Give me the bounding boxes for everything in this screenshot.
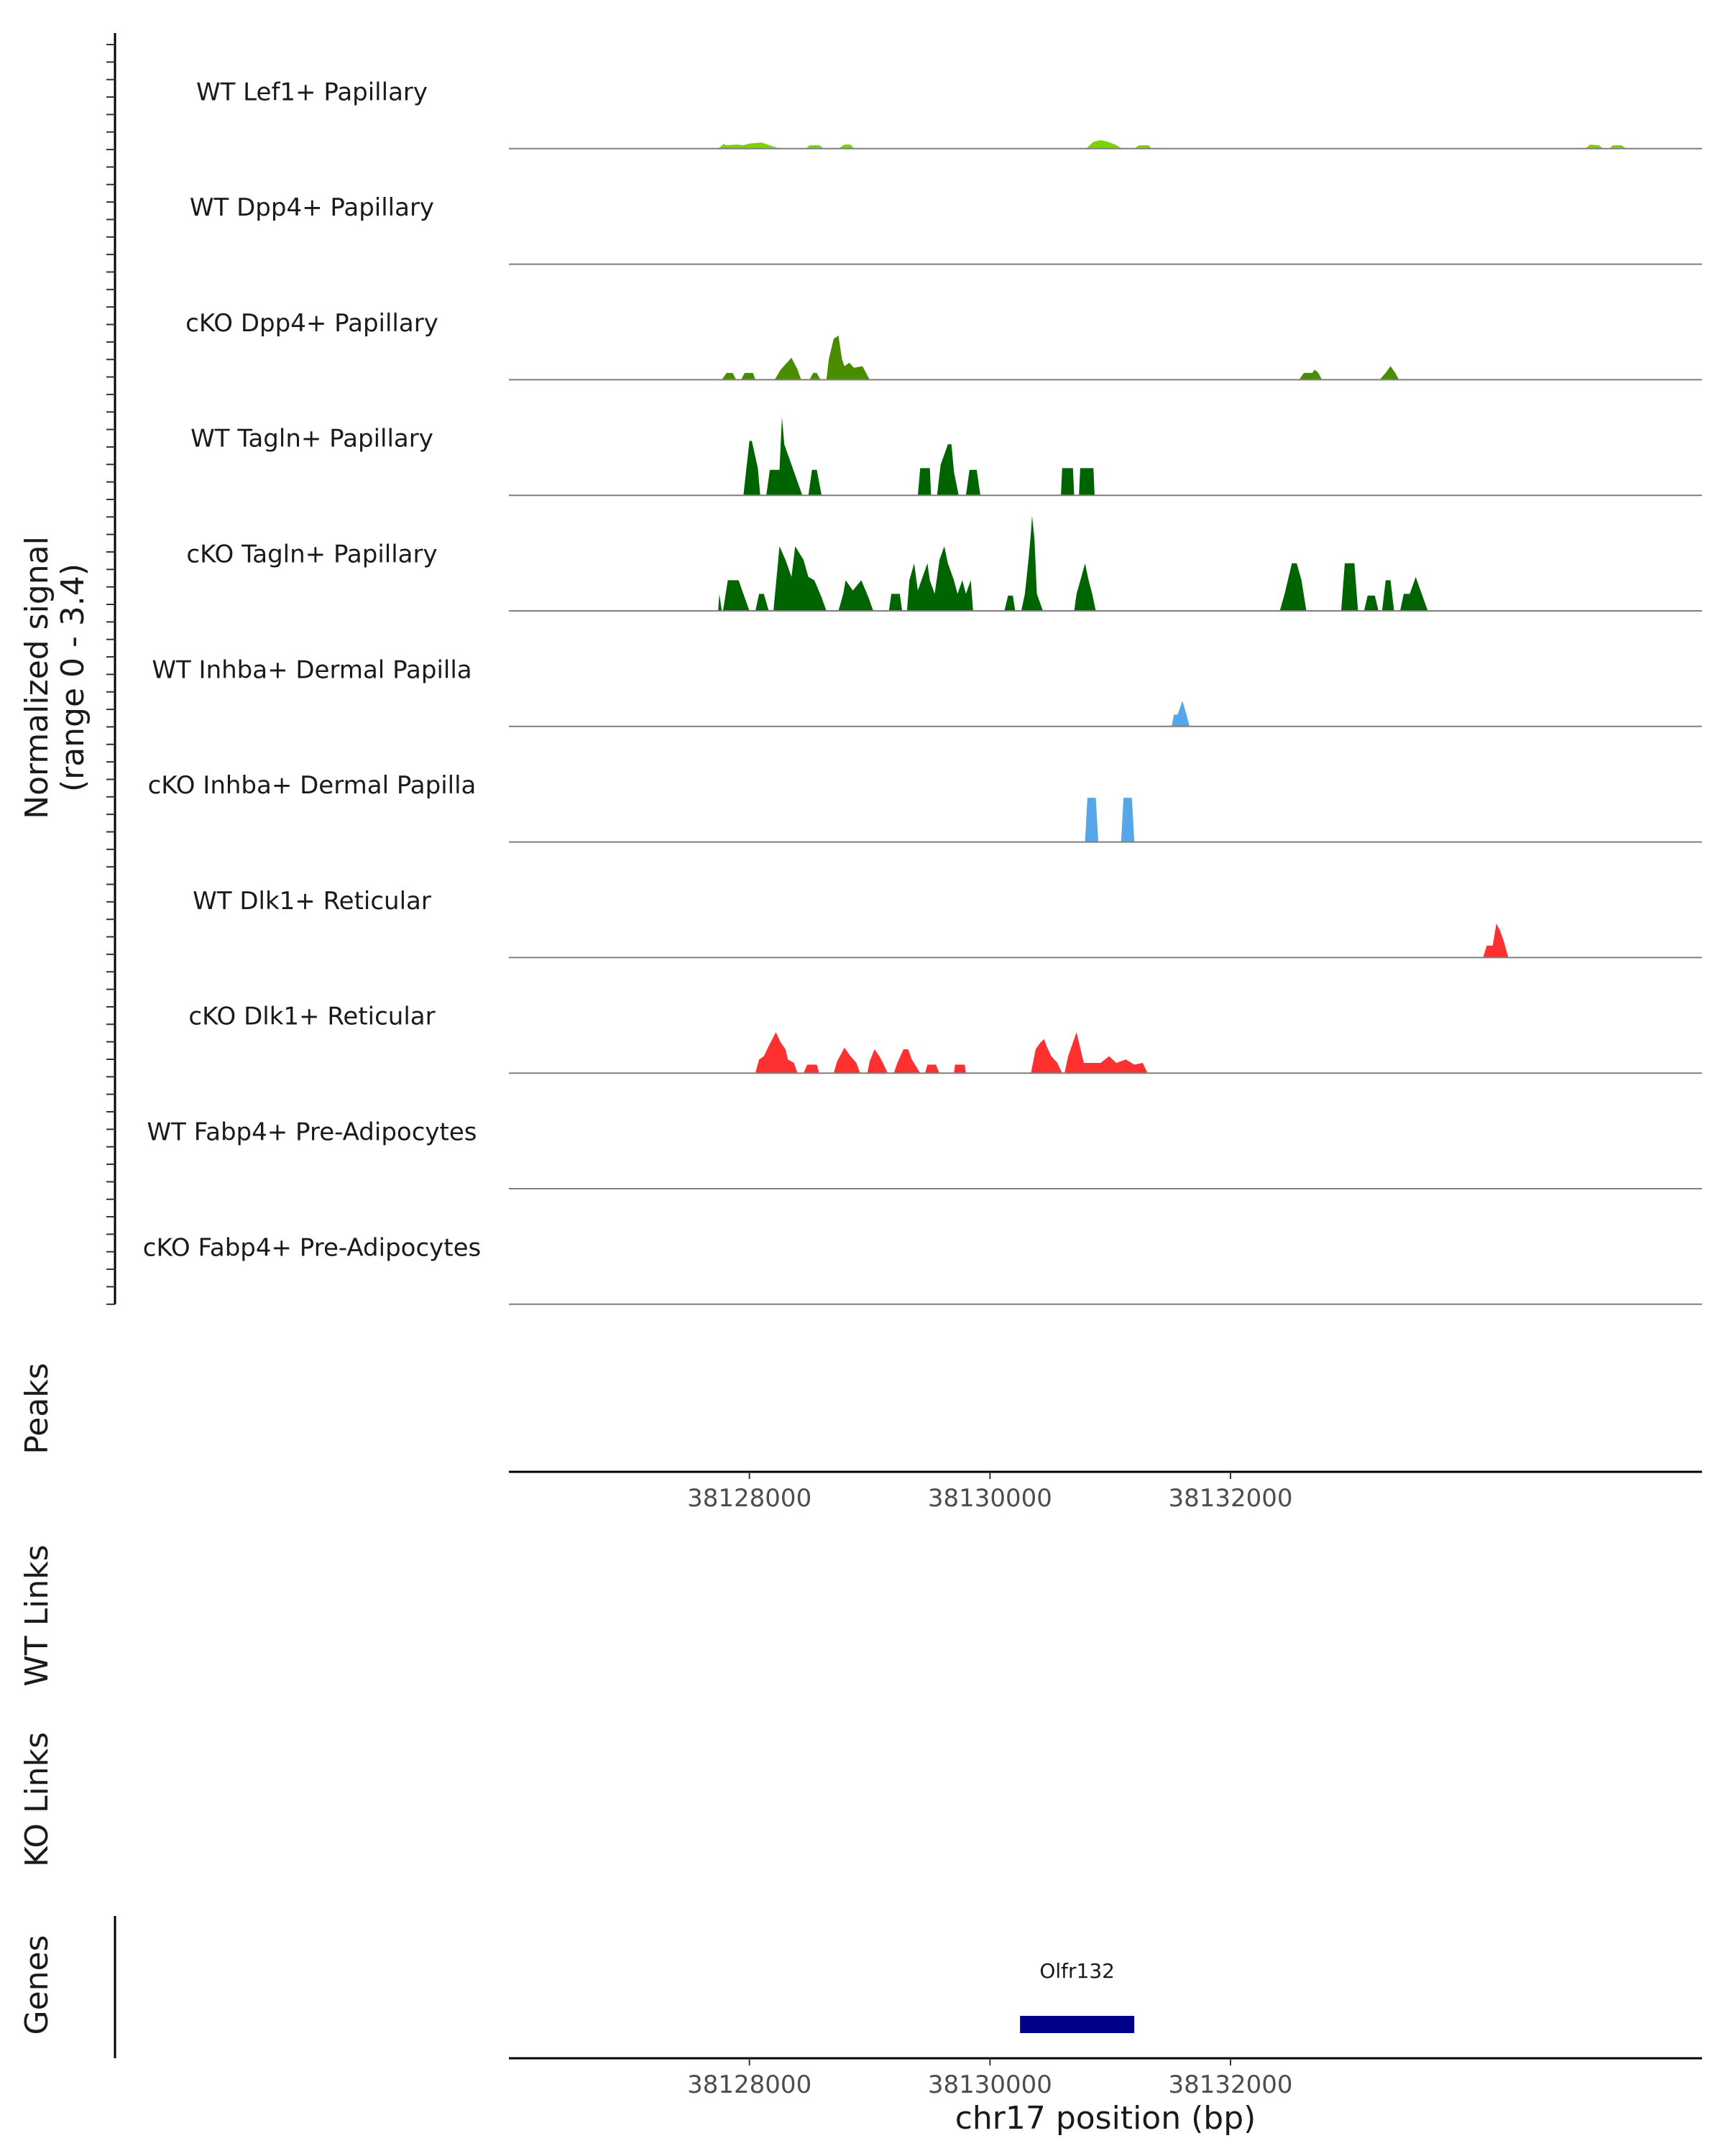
genes-x-axis-ticks: 38128000 38130000 38132000 [687, 2058, 1293, 2099]
genes-panel: Genes Olfr132 [19, 1916, 1702, 2060]
coverage-region [1134, 145, 1151, 149]
track-2: cKO Dpp4+ Papillary [185, 309, 1702, 381]
coverage-region [1381, 580, 1394, 611]
peaks-x-axis-ticks: 38128000 38130000 38132000 [687, 1472, 1293, 1513]
coverage-region [1074, 563, 1096, 611]
coverage-region [826, 335, 870, 380]
track-label: WT Dlk1+ Reticular [193, 887, 431, 916]
coverage-region [1021, 515, 1043, 611]
coverage-region [774, 357, 801, 380]
coverage-region [1172, 701, 1190, 727]
coverage-region [925, 1064, 940, 1074]
genes-x-tick-label: 38130000 [928, 2070, 1052, 2099]
coverage-region [838, 580, 873, 611]
coverage-region [918, 468, 932, 496]
coverage-region [1299, 369, 1322, 380]
coverage-region [743, 441, 760, 496]
track-label: cKO Fabp4+ Pre-Adipocytes [143, 1233, 482, 1262]
track-4: cKO Tagln+ Papillary [186, 515, 1702, 612]
coverage-region [755, 1032, 798, 1074]
track-label: WT Dpp4+ Papillary [190, 193, 434, 222]
track-9: WT Fabp4+ Pre-Adipocytes [147, 1118, 1702, 1189]
coverage-region [838, 144, 855, 149]
coverage-region [809, 372, 821, 380]
track-1: WT Dpp4+ Papillary [190, 193, 1702, 265]
coverage-region [867, 1049, 888, 1074]
coverage-region [1061, 468, 1075, 496]
track-label: WT Tagln+ Papillary [190, 425, 433, 453]
coverage-region [965, 469, 980, 496]
track-3: WT Tagln+ Papillary [190, 417, 1702, 497]
genes-label: Genes [19, 1935, 55, 2035]
coverage-region [1585, 144, 1604, 149]
coverage-region [1379, 366, 1399, 380]
wt-links-label: WT Links [19, 1544, 55, 1686]
coverage-region [888, 594, 903, 611]
genes-x-tick-label: 38128000 [687, 2070, 811, 2099]
coverage-region [893, 1049, 921, 1074]
track-8: cKO Dlk1+ Reticular [188, 1003, 1702, 1074]
coverage-region [833, 1047, 860, 1074]
track-0: WT Lef1+ Papillary [196, 78, 1702, 149]
coverage-region [755, 594, 769, 611]
coverage-region [741, 372, 755, 380]
coverage-region [1121, 798, 1135, 842]
genes-x-tick-label: 38132000 [1169, 2070, 1293, 2099]
track-10: cKO Fabp4+ Pre-Adipocytes [143, 1233, 1702, 1305]
coverage-region [937, 444, 959, 496]
coverage-region [1031, 1038, 1062, 1074]
coverage-panel: WT Lef1+ Papillary WT Dpp4+ Papillary cKO … [106, 33, 1702, 1305]
coverage-region [954, 1064, 966, 1074]
track-label: WT Lef1+ Papillary [196, 78, 428, 106]
peaks-panel: Peaks [19, 1363, 1702, 1473]
gene-label-olfr132: Olfr132 [1039, 1959, 1115, 1983]
track-label: cKO Inhba+ Dermal Papilla [148, 771, 477, 800]
coverage-region [806, 145, 824, 149]
coverage-region [1004, 595, 1016, 611]
track-6: cKO Inhba+ Dermal Papilla [148, 771, 1702, 843]
coverage-region [718, 594, 722, 611]
coverage-region [766, 417, 803, 496]
track-label: WT Fabp4+ Pre-Adipocytes [147, 1118, 477, 1146]
track-7: WT Dlk1+ Reticular [193, 887, 1702, 959]
coverage-region [1609, 145, 1627, 149]
coverage-region [1279, 563, 1307, 611]
coverage-region [773, 546, 827, 611]
track-label: WT Inhba+ Dermal Papilla [152, 655, 472, 684]
peaks-label: Peaks [19, 1363, 55, 1454]
peaks-x-tick-label: 38128000 [687, 1484, 811, 1513]
peaks-x-tick-label: 38132000 [1169, 1484, 1293, 1513]
x-axis-title: chr17 position (bp) [955, 2100, 1256, 2137]
coverage-region [1363, 595, 1379, 611]
coverage-region [1341, 563, 1358, 611]
track-5: WT Inhba+ Dermal Papilla [152, 655, 1702, 727]
coverage-ylabel-line2: (range 0 - 3.4) [55, 563, 91, 792]
coverage-region [1085, 798, 1098, 842]
coverage-region [906, 546, 973, 611]
track-label: cKO Tagln+ Papillary [186, 540, 437, 568]
peaks-x-tick-label: 38130000 [928, 1484, 1052, 1513]
ko-links-label: KO Links [19, 1732, 55, 1867]
coverage-ylabel-line1: Normalized signal [19, 536, 55, 819]
coverage-region [1086, 140, 1123, 149]
coverage-region [722, 580, 750, 611]
coverage-region [1400, 576, 1428, 611]
coverage-region [804, 1064, 819, 1074]
track-label: cKO Dpp4+ Papillary [185, 309, 438, 338]
track-label: cKO Dlk1+ Reticular [188, 1003, 435, 1031]
coverage-region [808, 469, 822, 496]
coverage-region [722, 372, 737, 380]
coverage-region [1079, 468, 1095, 496]
gene-body-olfr132 [1020, 2016, 1135, 2033]
coverage-region [1483, 923, 1509, 958]
coverage-region [1064, 1032, 1148, 1074]
coverage-region [718, 142, 780, 149]
